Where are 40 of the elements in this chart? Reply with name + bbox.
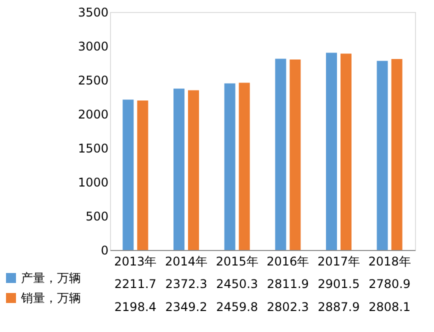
data-label: 2811.9 [266,277,309,291]
y-tick-label: 0 [100,244,108,258]
bar [391,59,402,250]
data-label: 2198.4 [114,300,156,314]
y-tick-label: 2000 [78,108,108,122]
x-tick-label: 2013年 [114,254,157,268]
y-tick-label: 500 [86,210,108,224]
bar [122,100,134,250]
y-tick-label: 2500 [78,74,108,88]
legend-label: 销量，万辆 [20,291,81,305]
data-label: 2802.3 [266,300,309,314]
data-label: 2780.9 [368,277,411,291]
x-tick-label: 2016年 [266,254,310,268]
bar [188,90,200,250]
y-tick-label: 1500 [78,142,108,156]
x-tick-label: 2015年 [216,254,258,268]
x-tick-label: 2014年 [164,254,208,268]
bar [137,100,148,250]
data-label: 2459.8 [216,300,258,314]
y-tick-label: 3000 [78,40,108,54]
bar [326,52,337,250]
bar [376,60,388,250]
data-label: 2901.5 [318,277,360,291]
bar [275,58,286,250]
x-tick-label: 2017年 [317,254,360,268]
legend-label: 产量，万辆 [21,271,81,285]
y-tick-label: 1000 [78,176,108,190]
y-tick-label: 3500 [78,6,108,20]
data-label: 2349.2 [165,300,208,314]
x-tick-label: 2018年 [368,254,411,268]
bar [173,88,184,250]
bar [340,54,352,250]
data-label: 2211.7 [114,277,156,291]
data-label: 2808.1 [368,300,411,314]
data-label: 2887.9 [318,300,360,314]
bar [290,59,301,250]
data-label: 2372.3 [165,277,208,291]
bar [238,82,250,250]
data-label: 2450.3 [216,277,258,291]
bar [224,83,236,250]
